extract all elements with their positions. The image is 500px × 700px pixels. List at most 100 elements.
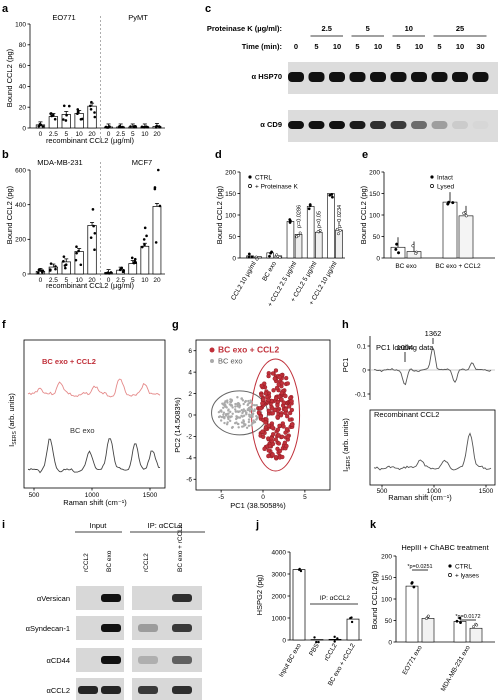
panel-c-cd9-band bbox=[452, 121, 468, 129]
panel-g-point-exo-ccl2 bbox=[275, 427, 281, 432]
panel-g-point-exo bbox=[240, 414, 243, 417]
panel-d-chart: Bound CCL2 (pg) 0 50 100 150 200 CTRL + Protei… bbox=[215, 169, 345, 308]
panel-k-ytick: 0 bbox=[388, 639, 392, 646]
panel-a-point bbox=[121, 125, 124, 129]
panel-g-point-exo bbox=[242, 419, 245, 422]
panel-f-spectrum-exo-ccl2 bbox=[27, 378, 161, 398]
panel-c-cd9-band bbox=[308, 121, 325, 129]
panel-a-point bbox=[62, 118, 65, 121]
panel-g-point-exo bbox=[247, 424, 251, 427]
panel-g-point-exo bbox=[250, 424, 253, 427]
panel-g-ytick: -4 bbox=[186, 455, 192, 462]
panel-e-bar-intact bbox=[442, 201, 458, 259]
panel-g-point-exo bbox=[229, 415, 232, 418]
panel-k-title: HepIII + ChABC treatment bbox=[401, 543, 489, 552]
panel-g-point-exo-ccl2 bbox=[258, 406, 263, 411]
panel-e-point bbox=[394, 247, 398, 251]
panel-d-point bbox=[268, 254, 271, 258]
panel-b-xtick: 10 bbox=[76, 277, 84, 284]
panel-g-point-exo-ccl2 bbox=[266, 373, 271, 379]
panel-g-point-exo-ccl2 bbox=[267, 443, 273, 449]
panel-g-point-exo-ccl2 bbox=[261, 397, 266, 402]
panel-d-bar-ctrl bbox=[286, 221, 295, 259]
panel-a-bar-g1 bbox=[74, 113, 84, 129]
panel-b-point bbox=[49, 262, 53, 265]
panel-c-hsp70-band bbox=[411, 72, 427, 82]
panel-c-time-label: Time (min): bbox=[242, 42, 282, 51]
panel-f-series-2: BC exo bbox=[70, 426, 95, 435]
panel-g-point-exo bbox=[222, 413, 225, 416]
panel-d-point bbox=[247, 255, 251, 259]
panel-d-category: CCL2 10 µg/ml bbox=[230, 260, 258, 302]
panel-a-point bbox=[93, 111, 96, 114]
panel-g-point-exo bbox=[234, 402, 237, 406]
panel-e-point bbox=[462, 211, 466, 215]
panel-c-concentration: 25 bbox=[456, 24, 464, 33]
panel-a-point bbox=[53, 117, 57, 121]
panel-b-xtick: 0 bbox=[107, 277, 111, 284]
panel-c-hsp70-band bbox=[288, 72, 304, 82]
panel-f-ylabel: ISERS (arb. units) bbox=[7, 393, 18, 447]
panel-g-point-exo bbox=[253, 403, 257, 407]
panel-f-spectra: ISERS (arb. units) Raman shift (cm⁻¹) BC… bbox=[7, 339, 166, 507]
panel-b-point bbox=[158, 204, 162, 208]
panel-a-xtick: 20 bbox=[88, 131, 96, 138]
panel-j-point bbox=[336, 637, 339, 640]
panel-a-point bbox=[117, 125, 121, 129]
panel-d-point bbox=[335, 227, 339, 231]
panel-g-point-exo bbox=[224, 400, 227, 403]
panel-g-point-exo bbox=[229, 404, 233, 407]
panel-g-ytick: 6 bbox=[188, 348, 192, 355]
panel-j-point bbox=[313, 636, 316, 639]
panel-d-legend-marker-pk bbox=[248, 184, 252, 188]
panel-g-point-exo bbox=[255, 414, 258, 418]
panel-g-point-exo-ccl2 bbox=[279, 390, 284, 396]
panel-a-point bbox=[76, 110, 80, 114]
panel-a-ytick: 60 bbox=[19, 63, 27, 70]
panel-g-point-exo bbox=[221, 402, 224, 405]
panel-i-band bbox=[138, 624, 158, 632]
panel-a-point bbox=[155, 124, 159, 128]
panel-i-lane: rCCL2 bbox=[83, 553, 90, 572]
panel-i-band bbox=[101, 624, 121, 632]
panel-d-ylabel: Bound CCL2 (pg) bbox=[215, 185, 224, 244]
panel-b-point bbox=[109, 271, 113, 274]
panel-d-ytick: 0 bbox=[232, 255, 236, 262]
panel-j-category: PBS bbox=[308, 642, 321, 657]
panel-h-pc1-spectrum bbox=[373, 346, 492, 386]
panel-g-point-exo-ccl2 bbox=[278, 413, 284, 418]
panel-b-bar-g2 bbox=[152, 206, 162, 275]
panel-a-point bbox=[129, 125, 132, 128]
panel-c-hsp70-band bbox=[349, 72, 366, 82]
panel-g-point-exo bbox=[227, 415, 230, 418]
panel-k-pvalue: *p=0.0172 bbox=[455, 614, 480, 620]
panel-f-frame bbox=[23, 339, 166, 489]
panel-g-point-exo-ccl2 bbox=[273, 368, 279, 373]
panel-d-bar-ctrl bbox=[306, 206, 315, 259]
panel-k-legend-lyases: + lyases bbox=[455, 573, 480, 580]
panel-g-point-exo-ccl2 bbox=[266, 423, 271, 428]
panel-e-ytick: 50 bbox=[373, 234, 381, 241]
panel-g-ytick: 4 bbox=[188, 369, 192, 376]
panel-b-point bbox=[93, 248, 96, 252]
panel-i-membrane-input bbox=[76, 678, 124, 700]
panel-e-legend-marker-intact bbox=[430, 175, 434, 179]
panel-i-input-label: Input bbox=[90, 521, 108, 530]
panel-a-point bbox=[62, 104, 66, 108]
panel-g-ytick: 2 bbox=[188, 391, 192, 398]
panel-g-point-exo bbox=[226, 412, 229, 416]
panel-c-concentration: 5 bbox=[366, 24, 370, 33]
panel-e-point bbox=[396, 251, 401, 255]
panel-a-xtick: 10 bbox=[76, 131, 84, 138]
panel-b-point bbox=[41, 269, 45, 273]
panel-k-ytick: 200 bbox=[381, 553, 392, 560]
panel-d-ytick: 100 bbox=[225, 212, 236, 219]
panel-g-xlabel: PC1 (38.5058%) bbox=[230, 501, 286, 510]
panel-g-point-exo bbox=[247, 420, 251, 424]
panel-j-point bbox=[299, 569, 303, 573]
panel-g-point-exo-ccl2 bbox=[284, 443, 289, 449]
panel-g-point-exo bbox=[247, 406, 251, 410]
panel-g-point-exo bbox=[244, 411, 248, 415]
panel-e-ylabel: Bound CCL2 (pg) bbox=[359, 185, 368, 244]
